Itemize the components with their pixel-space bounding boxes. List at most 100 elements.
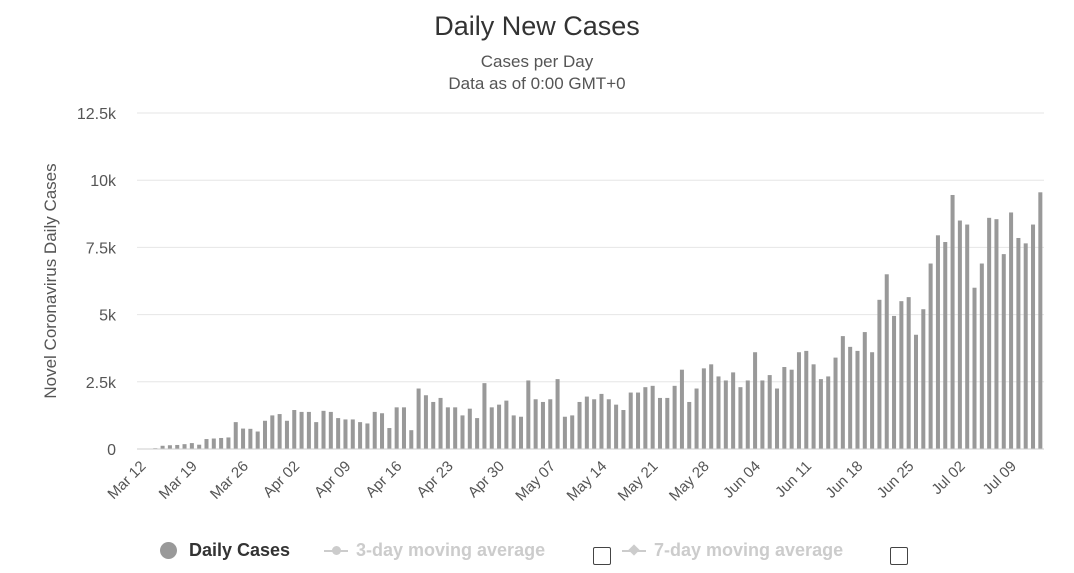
bar[interactable] [167,445,172,449]
bar[interactable] [350,419,355,449]
bar[interactable] [365,423,370,449]
bar[interactable] [241,428,246,449]
bar[interactable] [292,410,297,449]
bar[interactable] [233,422,238,449]
legend-item-7-day-average[interactable]: 7-day moving average [622,540,843,561]
bar[interactable] [380,413,385,449]
bar[interactable] [884,274,889,449]
bar[interactable] [394,407,399,449]
bar[interactable] [928,263,933,449]
bar[interactable] [511,415,516,449]
bar[interactable] [753,352,758,449]
bar-series-daily-cases[interactable] [138,192,1043,450]
bar[interactable] [475,418,480,449]
bar[interactable] [657,397,662,449]
bar[interactable] [219,437,224,449]
bar[interactable] [372,411,377,449]
bar[interactable] [701,368,706,449]
bar[interactable] [226,437,231,449]
bar[interactable] [840,336,845,449]
bar[interactable] [796,352,801,449]
bar[interactable] [497,404,502,449]
bar[interactable] [811,364,816,449]
bar[interactable] [409,430,414,449]
bar[interactable] [979,263,984,449]
bar[interactable] [445,407,450,449]
bar[interactable] [1016,237,1021,449]
bar[interactable] [519,416,524,449]
bar[interactable] [665,397,670,449]
bar[interactable] [745,380,750,449]
bar[interactable] [570,415,575,449]
bar[interactable] [175,444,180,449]
bar[interactable] [284,420,289,449]
bar[interactable] [1009,212,1014,449]
bar[interactable] [1001,254,1006,449]
bar[interactable] [877,299,882,449]
bar[interactable] [321,410,326,449]
bar[interactable] [299,411,304,449]
bar[interactable] [965,224,970,449]
bar[interactable] [621,410,626,449]
bar[interactable] [833,357,838,449]
bar[interactable] [650,385,655,449]
bar[interactable] [416,388,421,449]
bar[interactable] [987,217,992,449]
bar[interactable] [489,407,494,449]
bar[interactable] [906,297,911,449]
bar[interactable] [957,220,962,449]
bar[interactable] [467,408,472,449]
bar[interactable] [643,387,648,449]
bar[interactable] [343,419,348,449]
bar[interactable] [760,380,765,449]
bar[interactable] [211,438,216,449]
bar[interactable] [401,407,406,449]
bar[interactable] [277,414,282,449]
bar[interactable] [899,301,904,449]
bar[interactable] [694,388,699,449]
legend-item-3-day-average[interactable]: 3-day moving average [324,540,545,561]
bar[interactable] [716,376,721,449]
legend-item-daily-cases[interactable]: Daily Cases [160,540,290,561]
bar[interactable] [826,376,831,449]
bar[interactable] [921,309,926,449]
bar[interactable] [731,372,736,449]
bar[interactable] [679,369,684,449]
bar[interactable] [767,375,772,449]
bar[interactable] [636,392,641,449]
bar[interactable] [870,352,875,449]
bar[interactable] [1038,192,1043,450]
bar[interactable] [453,407,458,449]
bar[interactable] [555,379,560,449]
bar[interactable] [606,399,611,449]
bar[interactable] [255,431,260,449]
bar[interactable] [848,346,853,449]
bar[interactable] [738,387,743,449]
bar[interactable] [614,404,619,449]
bar[interactable] [248,428,253,449]
bar[interactable] [687,401,692,449]
toggle-3-day-average-checkbox[interactable] [593,547,611,565]
bar[interactable] [672,385,677,449]
bar[interactable] [548,399,553,449]
bar[interactable] [709,364,714,449]
bar[interactable] [423,395,428,449]
bar[interactable] [431,401,436,449]
bar[interactable] [855,350,860,449]
bar[interactable] [160,445,165,449]
bar[interactable] [775,388,780,449]
bar[interactable] [723,380,728,449]
bar[interactable] [782,367,787,449]
bar[interactable] [306,411,311,449]
bar[interactable] [328,411,333,449]
bar[interactable] [460,415,465,449]
bar[interactable] [533,399,538,449]
bar[interactable] [262,420,268,449]
bar[interactable] [599,393,604,449]
bar[interactable] [540,401,545,449]
bar[interactable] [182,444,187,449]
bar[interactable] [526,380,531,449]
bar[interactable] [862,332,867,449]
bar[interactable] [504,400,509,449]
bar[interactable] [270,415,275,449]
